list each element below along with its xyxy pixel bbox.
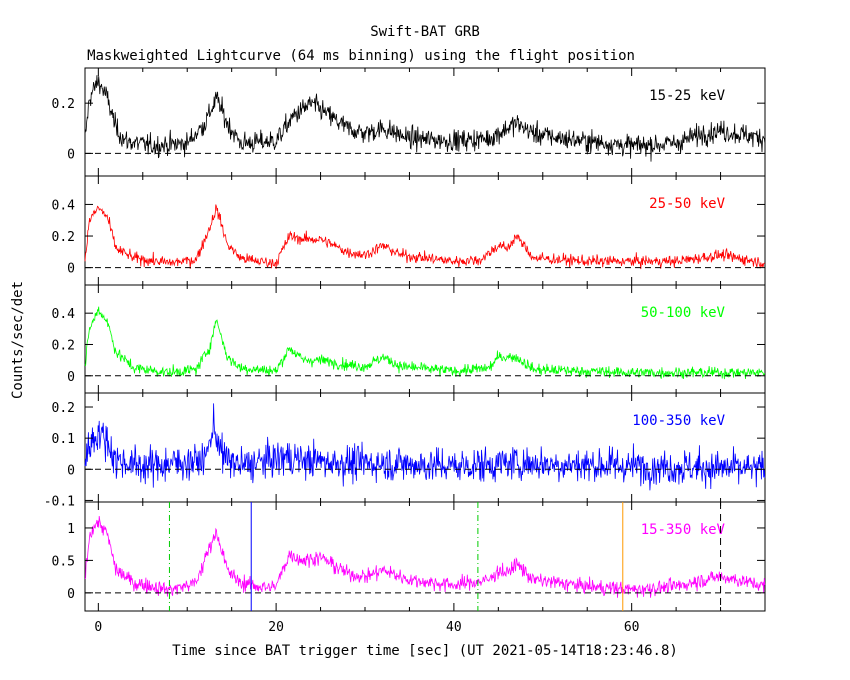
panel-frame [84,501,766,612]
chart-subtitle: Maskweighted Lightcurve (64 ms binning) … [87,48,635,64]
y-tick-label: 0 [67,262,75,277]
y-tick-label: 0.2 [52,338,75,353]
y-tick-label: 0.2 [52,401,75,416]
y-tick-label: 0.4 [52,198,76,213]
lightcurve-trace [84,204,765,270]
y-tick-label: 0 [67,463,75,478]
y-tick-label: 0.4 [52,307,76,322]
y-tick-label: 0 [67,147,75,162]
y-tick-label: 0.1 [52,432,75,447]
lightcurve-trace [84,403,766,491]
panels-group: 0 0.2 15-25 keV 0 0.2 0.4 25-50 keV 0 0.2 0.4 50-1… [44,67,766,635]
energy-band-label: 50-100 keV [641,305,726,321]
panel-frame [84,175,766,286]
y-tick-label: 0.5 [52,554,75,569]
x-tick-label: 60 [624,620,640,635]
panel-frame [84,284,766,394]
lightcurve-trace [84,515,766,598]
y-tick-label: 0 [67,370,75,385]
energy-band-label: 15-25 keV [649,88,725,104]
panel-frame [84,392,766,503]
y-tick-label: 0.2 [52,97,75,112]
y-tick-label: 0.2 [52,230,75,245]
panel-frame [84,67,766,177]
lightcurve-trace [84,306,766,380]
y-tick-label: -0.1 [44,494,75,509]
y-tick-label: 1 [67,522,75,537]
chart-title: Swift-BAT GRB [370,24,480,40]
lightcurve-trace [84,75,766,162]
y-axis-label: Counts/sec/det [10,281,26,399]
x-axis-label: Time since BAT trigger time [sec] (UT 20… [172,643,678,659]
x-tick-label: 20 [268,620,284,635]
x-tick-label: 0 [94,620,102,635]
y-tick-label: 0 [67,587,75,602]
x-tick-label: 40 [446,620,462,635]
energy-band-label: 100-350 keV [632,413,725,429]
energy-band-label: 25-50 keV [649,196,725,212]
energy-band-label: 15-350 keV [641,522,726,538]
